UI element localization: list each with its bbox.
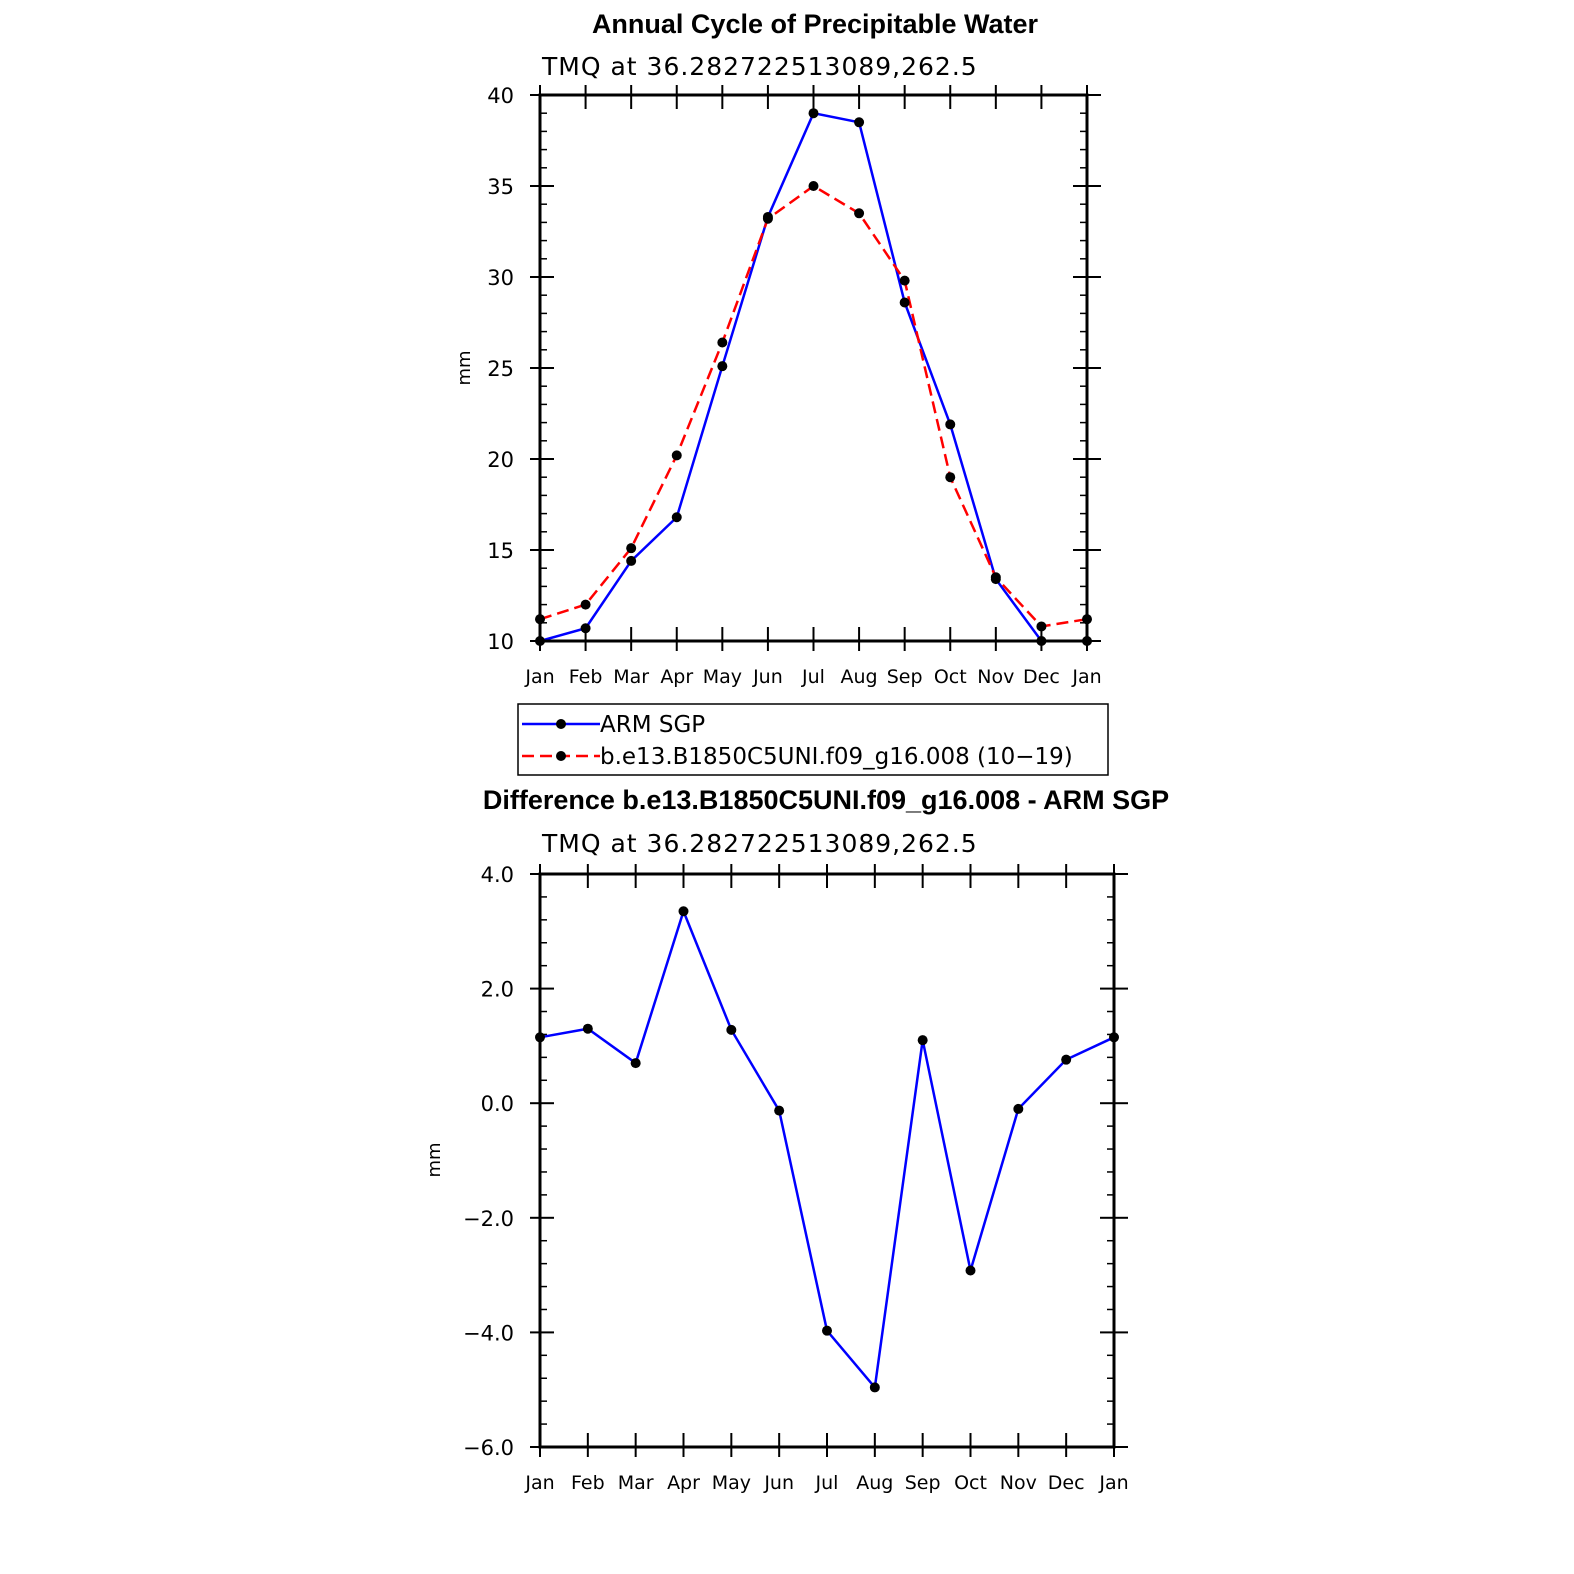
series-1-point	[945, 472, 956, 483]
series-1-point	[899, 275, 910, 286]
difference-chart: Difference b.e13.B1850C5UNI.f09_g16.008 …	[424, 785, 1169, 1494]
series-1-point	[854, 208, 865, 219]
x-tick-label: May	[712, 1472, 751, 1494]
series-0-point	[1013, 1103, 1024, 1114]
series-0-point	[630, 1058, 641, 1069]
series-0-point	[726, 1024, 737, 1035]
x-tick-label: Mar	[613, 666, 649, 688]
x-tick-label: Feb	[571, 1472, 605, 1494]
series-layer	[535, 108, 1092, 646]
plot-frame	[538, 93, 1089, 643]
series-0-point	[774, 1105, 785, 1116]
x-tick-label: Nov	[977, 666, 1014, 688]
x-tick-label: Mar	[618, 1472, 654, 1494]
series-line-0	[539, 907, 1115, 1391]
y-tick-label: 25	[487, 357, 514, 381]
y-tick-label: 35	[487, 175, 514, 199]
x-tick-label: Dec	[1048, 1472, 1085, 1494]
series-0-point	[582, 1023, 593, 1034]
series-0-point	[580, 623, 591, 634]
annual-cycle-chart: Annual Cycle of Precipitable Water TMQ a…	[454, 9, 1102, 688]
x-tick-label: Sep	[905, 1472, 941, 1494]
x-tick-label: Aug	[856, 1472, 893, 1494]
series-0-point	[899, 297, 910, 308]
series-0-point	[808, 108, 819, 119]
series-0-point	[869, 1382, 880, 1393]
series-1-point	[808, 181, 819, 191]
series-0-point	[945, 419, 956, 430]
x-tick-label: Apr	[667, 1472, 700, 1494]
chart-subtitle: TMQ at 36.282722513089,262.5	[541, 829, 978, 858]
series-1-point	[990, 572, 1001, 583]
chart-subtitle: TMQ at 36.282722513089,262.5	[541, 52, 978, 81]
legend-marker-model	[556, 751, 566, 761]
series-line-1	[539, 184, 1088, 628]
chart-title: Difference b.e13.B1850C5UNI.f09_g16.008 …	[483, 785, 1169, 815]
legend-label-model: b.e13.B1850C5UNI.f09_g16.008 (10−19)	[600, 744, 1073, 770]
x-tick-label: Sep	[887, 666, 923, 688]
series-0-point	[626, 555, 637, 566]
series-0-point	[917, 1035, 928, 1046]
series-layer	[535, 906, 1119, 1393]
x-tick-label: Jun	[763, 1472, 794, 1494]
x-tick-label: May	[703, 666, 742, 688]
legend: ARM SGP b.e13.B1850C5UNI.f09_g16.008 (10…	[517, 703, 1109, 776]
series-0-point	[678, 906, 689, 917]
x-tick-label: Jan	[524, 666, 554, 688]
y-tick-label: 15	[487, 539, 514, 563]
y-tick-label: 0.0	[481, 1092, 514, 1116]
x-tick-label: Jan	[524, 1472, 554, 1494]
y-tick-label: −2.0	[463, 1207, 514, 1231]
series-0-point	[671, 512, 682, 523]
x-tick-label: Jul	[801, 666, 825, 688]
x-tick-label: Nov	[1000, 1472, 1037, 1494]
y-tick-label: 20	[487, 448, 514, 472]
y-tick-label: 30	[487, 266, 514, 290]
y-tick-label: −4.0	[463, 1321, 514, 1345]
x-tick-label: Feb	[569, 666, 603, 688]
plot-frame	[538, 872, 1116, 1449]
x-tick-label: Oct	[934, 666, 967, 688]
series-1-point	[671, 450, 682, 461]
series-0-point	[1061, 1054, 1072, 1065]
x-tick-label: Jan	[1098, 1472, 1128, 1494]
legend-marker-arm	[556, 719, 566, 729]
series-0-point	[822, 1325, 832, 1336]
x-tick-label: Aug	[841, 666, 878, 688]
x-tick-label: Oct	[954, 1472, 987, 1494]
y-tick-label: 10	[487, 630, 514, 654]
x-tick-label: Apr	[660, 666, 693, 688]
series-0-point	[965, 1265, 976, 1276]
x-tick-label: Jan	[1071, 666, 1101, 688]
series-1-point	[762, 213, 773, 224]
y-tick-label: 4.0	[481, 863, 514, 887]
legend-box	[517, 703, 1109, 776]
series-line-0	[539, 111, 1087, 643]
tick-layer	[530, 864, 1128, 1457]
x-tick-label: Dec	[1023, 666, 1060, 688]
y-tick-label: −6.0	[463, 1436, 514, 1460]
y-tick-labels: 10 15 20 25 30 35 40	[487, 84, 514, 654]
series-0-point	[717, 361, 728, 372]
x-tick-labels: Jan Feb Mar Apr May Jun Jul Aug Sep Oct Nov Dec Jan	[524, 666, 1101, 688]
legend-label-arm: ARM SGP	[600, 712, 705, 738]
series-0-point	[854, 117, 865, 128]
y-tick-label: 2.0	[481, 978, 514, 1002]
series-1-point	[580, 599, 591, 610]
y-axis-label: mm	[454, 350, 475, 385]
x-tick-labels: Jan Feb Mar Apr May Jun Jul Aug Sep Oct Nov Dec Jan	[524, 1472, 1128, 1494]
x-tick-label: Jul	[815, 1472, 839, 1494]
series-1-point	[717, 337, 728, 348]
chart-title: Annual Cycle of Precipitable Water	[592, 9, 1039, 39]
y-tick-label: 40	[487, 84, 514, 108]
y-tick-labels: −6.0 −4.0 −2.0 0.0 2.0 4.0	[463, 863, 514, 1460]
series-1-point	[626, 543, 637, 554]
y-axis-label: mm	[424, 1142, 445, 1177]
series-1-point	[1036, 621, 1047, 632]
x-tick-label: Jun	[752, 666, 783, 688]
